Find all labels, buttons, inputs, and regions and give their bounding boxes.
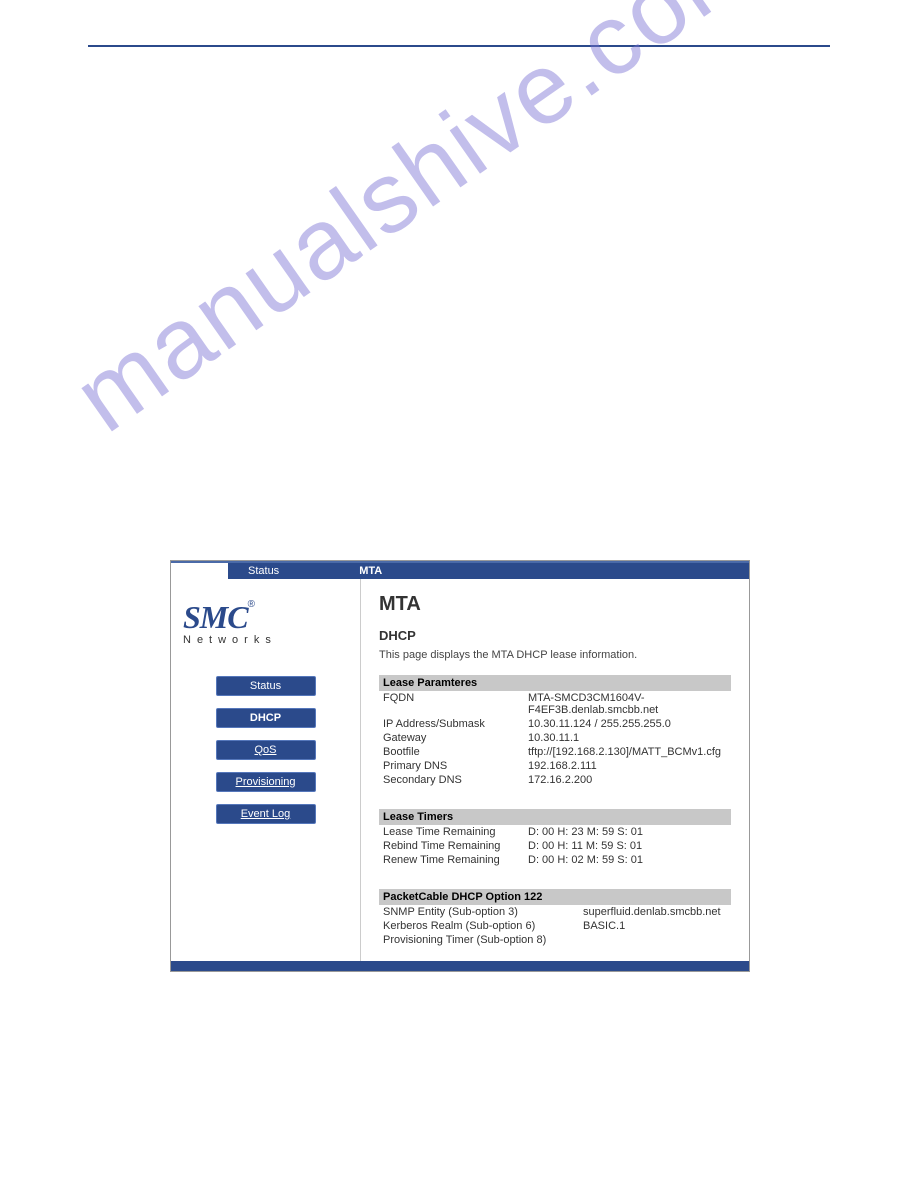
lease-timers-header: Lease Timers <box>379 809 731 825</box>
page-top-rule <box>88 45 830 47</box>
sidebar-item-label: Provisioning <box>236 776 296 788</box>
sidebar-item-status[interactable]: Status <box>216 676 316 696</box>
table-row: SNMP Entity (Sub-option 3) superfluid.de… <box>379 905 731 919</box>
page-description: This page displays the MTA DHCP lease in… <box>379 649 731 661</box>
sidebar-item-label: DHCP <box>250 712 281 724</box>
table-row: Lease Time Remaining D: 00 H: 23 M: 59 S… <box>379 825 731 839</box>
logo-brand: SMC <box>183 599 248 635</box>
table-row: IP Address/Submask 10.30.11.124 / 255.25… <box>379 717 731 731</box>
row-key: Secondary DNS <box>383 774 528 786</box>
logo: SMC® Networks <box>183 599 348 646</box>
row-val: 10.30.11.124 / 255.255.255.0 <box>528 718 727 730</box>
row-key: Primary DNS <box>383 760 528 772</box>
table-row: Rebind Time Remaining D: 00 H: 11 M: 59 … <box>379 839 731 853</box>
row-val: D: 00 H: 02 M: 59 S: 01 <box>528 854 727 866</box>
top-bar-spacer <box>171 563 228 579</box>
table-row: Bootfile tftp://[192.168.2.130]/MATT_BCM… <box>379 745 731 759</box>
row-key: Provisioning Timer (Sub-option 8) <box>383 934 583 946</box>
sidebar-item-qos[interactable]: QoS <box>216 740 316 760</box>
watermark-text: manualshive.com <box>54 0 782 455</box>
row-key: Kerberos Realm (Sub-option 6) <box>383 920 583 932</box>
page-subtitle: DHCP <box>379 628 731 643</box>
row-key: Gateway <box>383 732 528 744</box>
sidebar-item-label: QoS <box>254 744 276 756</box>
option122-header: PacketCable DHCP Option 122 <box>379 889 731 905</box>
top-breadcrumb-bar: Status MTA <box>171 561 749 579</box>
row-key: SNMP Entity (Sub-option 3) <box>383 906 583 918</box>
sidebar-item-label: Event Log <box>241 808 291 820</box>
row-val: 172.16.2.200 <box>528 774 727 786</box>
main-area: SMC® Networks Status DHCP QoS Provisioni… <box>171 579 749 961</box>
lease-params-header: Lease Paramteres <box>379 675 731 691</box>
row-val: D: 00 H: 11 M: 59 S: 01 <box>528 840 727 852</box>
sidebar: SMC® Networks Status DHCP QoS Provisioni… <box>171 579 361 961</box>
bottom-bar <box>171 961 749 971</box>
table-row: Provisioning Timer (Sub-option 8) <box>379 933 731 947</box>
row-val: tftp://[192.168.2.130]/MATT_BCMv1.cfg <box>528 746 727 758</box>
row-key: FQDN <box>383 692 528 716</box>
row-val: MTA-SMCD3CM1604V-F4EF3B.denlab.smcbb.net <box>528 692 727 716</box>
logo-sub: Networks <box>183 634 348 646</box>
breadcrumb-status[interactable]: Status <box>228 563 299 579</box>
row-val: 10.30.11.1 <box>528 732 727 744</box>
row-key: Bootfile <box>383 746 528 758</box>
row-val <box>583 934 727 946</box>
table-row: Renew Time Remaining D: 00 H: 02 M: 59 S… <box>379 853 731 867</box>
row-val: D: 00 H: 23 M: 59 S: 01 <box>528 826 727 838</box>
row-val: 192.168.2.111 <box>528 760 727 772</box>
app-frame: Status MTA SMC® Networks Status DHCP QoS… <box>170 560 750 972</box>
sidebar-item-dhcp[interactable]: DHCP <box>216 708 316 728</box>
row-key: IP Address/Submask <box>383 718 528 730</box>
breadcrumb-mta[interactable]: MTA <box>339 563 402 579</box>
page-title: MTA <box>379 593 731 616</box>
row-key: Renew Time Remaining <box>383 854 528 866</box>
sidebar-item-provisioning[interactable]: Provisioning <box>216 772 316 792</box>
table-row: FQDN MTA-SMCD3CM1604V-F4EF3B.denlab.smcb… <box>379 691 731 717</box>
table-row: Gateway 10.30.11.1 <box>379 731 731 745</box>
table-row: Primary DNS 192.168.2.111 <box>379 759 731 773</box>
sidebar-item-event-log[interactable]: Event Log <box>216 804 316 824</box>
table-row: Secondary DNS 172.16.2.200 <box>379 773 731 787</box>
sidebar-item-label: Status <box>250 680 281 692</box>
row-val: superfluid.denlab.smcbb.net <box>583 906 727 918</box>
row-val: BASIC.1 <box>583 920 727 932</box>
logo-reg: ® <box>248 599 255 610</box>
content-panel: MTA DHCP This page displays the MTA DHCP… <box>361 579 749 961</box>
row-key: Lease Time Remaining <box>383 826 528 838</box>
row-key: Rebind Time Remaining <box>383 840 528 852</box>
table-row: Kerberos Realm (Sub-option 6) BASIC.1 <box>379 919 731 933</box>
